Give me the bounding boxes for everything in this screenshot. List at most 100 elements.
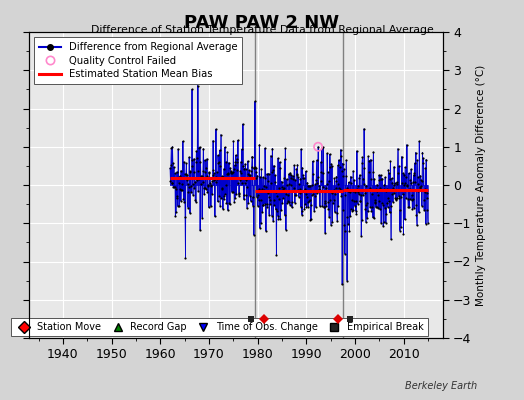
Point [203, 189, 212, 195]
Point [397, 186, 406, 193]
Point [226, 164, 234, 171]
Point [386, 158, 395, 164]
Point [274, 212, 282, 219]
Point [365, 187, 373, 193]
Point [285, 171, 293, 177]
Point [184, 189, 192, 196]
Point [291, 177, 299, 183]
Point [171, 213, 180, 219]
Point [288, 204, 296, 210]
Point [399, 170, 407, 177]
Point [228, 170, 236, 177]
Point [271, 172, 279, 178]
Point [396, 227, 404, 234]
Point [293, 187, 302, 194]
Point [253, 172, 261, 179]
Point [190, 156, 198, 162]
Point [237, 175, 246, 181]
Point [309, 170, 317, 177]
Point [274, 155, 282, 162]
Point [249, 194, 257, 200]
Point [323, 150, 331, 157]
Point [404, 204, 412, 210]
Point [229, 189, 237, 196]
Point [268, 169, 276, 176]
Point [208, 191, 216, 197]
Point [311, 181, 320, 188]
Point [278, 184, 286, 190]
Point [338, 281, 346, 288]
Point [330, 196, 338, 203]
Point [171, 209, 180, 216]
Point [198, 214, 206, 221]
Point [178, 187, 187, 193]
Point [251, 164, 259, 170]
Point [180, 158, 188, 165]
Point [259, 202, 268, 208]
Point [236, 176, 244, 183]
Point [390, 164, 398, 170]
Point [286, 201, 294, 208]
Point [420, 206, 428, 213]
Point [179, 196, 188, 202]
Point [188, 86, 196, 92]
Point [282, 190, 290, 197]
Point [421, 186, 429, 192]
Point [197, 181, 205, 187]
Point [416, 184, 424, 191]
Point [313, 190, 321, 196]
Point [358, 154, 367, 160]
Point [184, 184, 193, 190]
Point [188, 156, 196, 163]
Text: PAW PAW 2 NW: PAW PAW 2 NW [184, 14, 340, 32]
Point [340, 166, 348, 172]
Point [423, 220, 432, 226]
Point [290, 199, 299, 206]
Point [380, 186, 388, 192]
Point [333, 218, 342, 224]
Point [386, 209, 394, 216]
Point [261, 145, 269, 151]
Point [317, 168, 325, 175]
Point [412, 202, 420, 208]
Point [256, 225, 264, 231]
Point [352, 210, 361, 217]
Point [172, 195, 181, 202]
Point [353, 148, 361, 154]
Point [413, 157, 421, 164]
Point [314, 144, 322, 150]
Point [168, 180, 176, 186]
Point [391, 195, 399, 201]
Point [232, 152, 240, 158]
Point [328, 163, 336, 169]
Point [391, 196, 400, 203]
Point [409, 172, 418, 178]
Point [188, 163, 196, 169]
Point [358, 160, 366, 166]
Y-axis label: Monthly Temperature Anomaly Difference (°C): Monthly Temperature Anomaly Difference (… [476, 64, 486, 306]
Point [243, 158, 252, 164]
Point [238, 180, 246, 186]
Point [379, 223, 387, 229]
Point [387, 236, 395, 242]
Point [258, 202, 267, 208]
Point [376, 206, 384, 213]
Point [370, 200, 379, 206]
Point [395, 163, 403, 169]
Point [402, 142, 411, 148]
Point [234, 180, 243, 186]
Point [168, 144, 177, 150]
Point [339, 207, 347, 213]
Point [320, 204, 329, 211]
Point [231, 162, 239, 168]
Point [293, 171, 301, 178]
Point [247, 168, 255, 174]
Point [316, 187, 324, 194]
Point [344, 221, 352, 227]
Point [212, 126, 220, 132]
Point [305, 197, 314, 203]
Point [382, 188, 390, 194]
Point [242, 192, 250, 198]
Point [347, 206, 356, 212]
Point [270, 202, 279, 208]
